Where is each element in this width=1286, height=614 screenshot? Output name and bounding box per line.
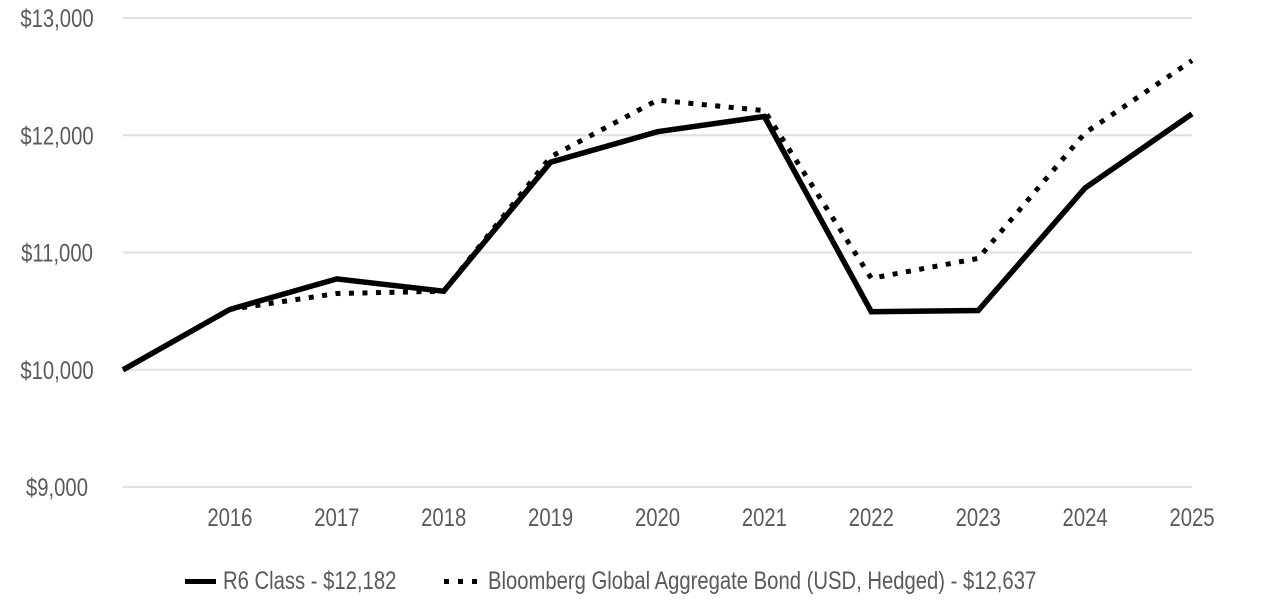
y-tick-label-12000: $12,000 — [20, 122, 93, 150]
x-tick-label-2021: 2021 — [742, 504, 787, 532]
y-tick-label-11000: $11,000 — [21, 240, 93, 268]
legend-item-r6-class: R6 Class - $12,182 — [185, 566, 437, 596]
legend-label-bloomberg-index: Bloomberg Global Aggregate Bond (USD, He… — [488, 567, 1037, 595]
series-line-1 — [121, 58, 1194, 372]
x-tick-label-2017: 2017 — [314, 504, 359, 532]
x-tick-label-2016: 2016 — [207, 504, 252, 532]
x-tick-label-2025: 2025 — [1169, 504, 1214, 532]
legend-label-r6-class: R6 Class - $12,182 — [223, 567, 397, 595]
x-tick-label-2024: 2024 — [1063, 504, 1108, 532]
y-tick-label-13000: $13,000 — [20, 5, 93, 33]
y-tick-label-9000: $9,000 — [26, 474, 88, 502]
legend-item-bloomberg-index: Bloomberg Global Aggregate Bond (USD, He… — [444, 566, 1165, 596]
x-tick-label-2018: 2018 — [421, 504, 466, 532]
x-tick-label-2023: 2023 — [956, 504, 1001, 532]
dotted-line-swatch-icon — [444, 578, 478, 584]
chart-legend: R6 Class - $12,182 Bloomberg Global Aggr… — [0, 566, 1286, 596]
solid-line-swatch-icon — [185, 578, 216, 584]
series-line-0 — [121, 111, 1194, 373]
y-tick-label-10000: $10,000 — [20, 357, 93, 385]
x-tick-label-2020: 2020 — [635, 504, 680, 532]
x-tick-label-2019: 2019 — [528, 504, 573, 532]
x-tick-label-2022: 2022 — [849, 504, 894, 532]
